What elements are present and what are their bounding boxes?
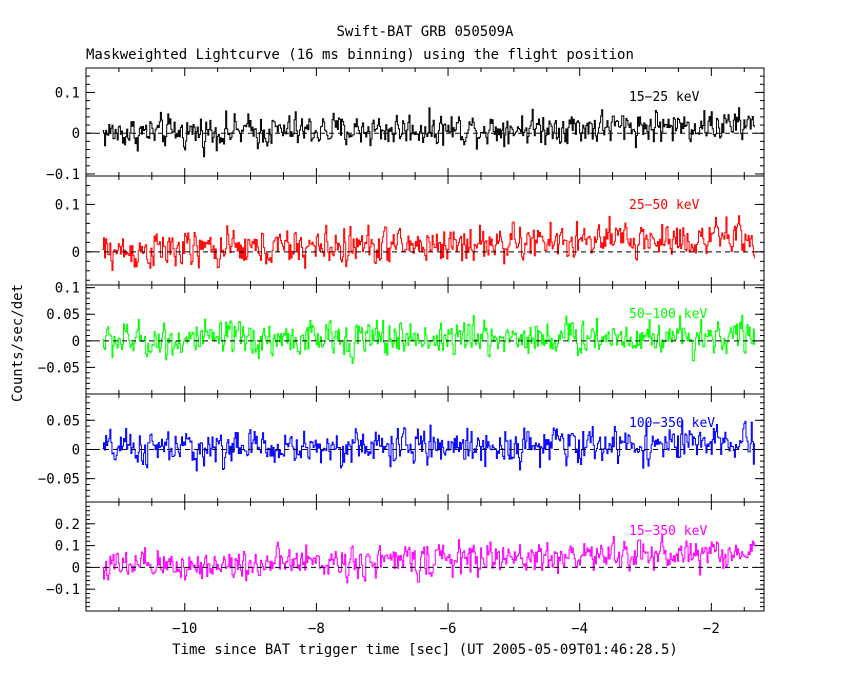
series-line-0 (102, 107, 755, 158)
x-tick-label: −2 (703, 621, 720, 637)
panel-frame-4 (85, 501, 765, 612)
series-line-1 (102, 215, 755, 271)
y-tick-label: 0.05 (46, 413, 80, 429)
band-label-4: 15−350 keV (629, 524, 707, 539)
panel-4: −0.1 0 0.1 0.2 15−350 keV (46, 501, 765, 612)
series-line-3 (102, 420, 755, 472)
y-tick-label: 0 (72, 245, 80, 261)
y-tick-label: 0.1 (55, 197, 80, 213)
x-tick-label: −6 (440, 621, 457, 637)
panel-3: −0.05 0 0.05 100−350 keV (38, 393, 765, 503)
y-axis-label: Counts/sec/det (10, 284, 26, 402)
chart-subtitle: Maskweighted Lightcurve (16 ms binning) … (86, 47, 634, 63)
y-tick-label: 0.1 (55, 85, 80, 101)
y-tick-label: 0.1 (55, 539, 80, 555)
band-label-1: 25−50 keV (629, 198, 700, 213)
y-tick-label: 0 (72, 334, 80, 350)
y-tick-label: 0.05 (46, 307, 80, 323)
series-line-2 (102, 314, 755, 364)
y-tick-label: −0.05 (38, 472, 80, 488)
y-tick-label: 0 (72, 126, 80, 142)
y-tick-label: −0.1 (46, 167, 80, 183)
x-tick-label: −10 (172, 621, 197, 637)
x-tick-label: −4 (571, 621, 588, 637)
band-label-3: 100−350 keV (629, 416, 715, 431)
band-label-2: 50−100 keV (629, 307, 707, 322)
y-tick-label: 0 (72, 560, 80, 576)
y-tick-label: 0 (72, 442, 80, 458)
y-tick-label: 0.1 (55, 281, 80, 297)
chart-title: Swift-BAT GRB 050509A (336, 24, 514, 40)
panel-1: 0 0.1 25−50 keV (55, 175, 765, 286)
x-tick-label: −8 (308, 621, 325, 637)
panel-2: −0.05 0 0.05 0.1 50−100 keV (38, 281, 765, 395)
y-tick-label: −0.05 (38, 360, 80, 376)
panel-0: −0.1 0 0.1 15−25 keV (46, 67, 765, 183)
y-tick-label: −0.1 (46, 582, 80, 598)
y-tick-label: 0.2 (55, 517, 80, 533)
panel-stack: −0.1 0 0.1 15−25 keV 0 0.1 25−50 keV −0.05 0 0.05… (38, 67, 765, 637)
series-line-4 (102, 534, 755, 584)
band-label-0: 15−25 keV (629, 90, 700, 105)
x-axis-label: Time since BAT trigger time [sec] (UT 20… (172, 642, 678, 658)
